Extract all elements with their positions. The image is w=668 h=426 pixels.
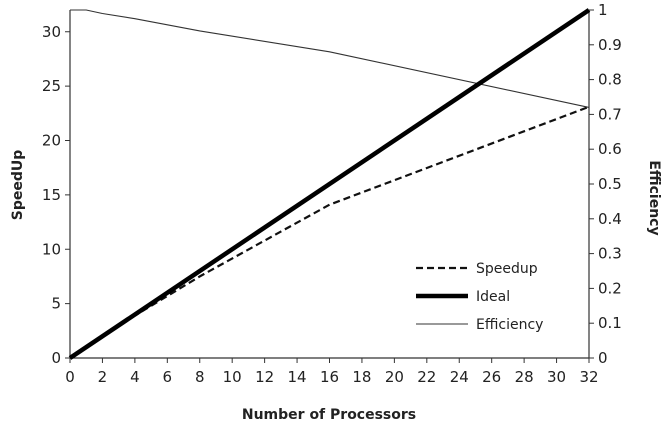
x-tick-label: 18 xyxy=(352,368,371,386)
x-axis: 0 2 4 6 8 10 12 14 16 18 20 22 24 26 28 30 32 xyxy=(65,358,599,386)
x-tick-label: 0 xyxy=(65,368,75,386)
x-axis-title: Number of Processors xyxy=(242,407,416,423)
y2-axis-title: Efficiency xyxy=(646,160,662,235)
y-tick-label: 25 xyxy=(42,77,61,95)
y2-tick-label: 0.8 xyxy=(598,71,622,89)
y2-tick-label: 1 xyxy=(598,1,608,19)
series-line-efficiency xyxy=(70,9,590,108)
legend: Speedup Ideal Efficiency xyxy=(416,261,543,333)
y2-tick-label: 0.7 xyxy=(598,105,622,123)
y2-tick-label: 0 xyxy=(598,349,608,367)
y-tick-label: 20 xyxy=(42,132,61,150)
y-axis-title: SpeedUp xyxy=(10,150,26,221)
x-tick-label: 4 xyxy=(130,368,140,386)
x-tick-label: 2 xyxy=(98,368,108,386)
x-tick-label: 8 xyxy=(195,368,205,386)
series-line-ideal xyxy=(68,8,591,360)
x-tick-label: 26 xyxy=(482,368,501,386)
y2-tick-label: 0.5 xyxy=(598,175,622,193)
x-tick-label: 6 xyxy=(163,368,173,386)
legend-label-speedup: Speedup xyxy=(476,261,538,277)
x-tick-label: 20 xyxy=(385,368,404,386)
y-tick-label: 10 xyxy=(42,240,61,258)
y-tick-label: 15 xyxy=(42,186,61,204)
x-tick-label: 30 xyxy=(547,368,566,386)
x-tick-label: 32 xyxy=(579,368,598,386)
y-axis-left: 0 5 10 15 20 25 30 xyxy=(42,23,70,367)
y2-tick-label: 0.2 xyxy=(598,279,622,297)
y2-tick-label: 0.1 xyxy=(598,314,622,332)
x-tick-label: 10 xyxy=(223,368,242,386)
x-tick-label: 14 xyxy=(288,368,307,386)
series-line-speedup xyxy=(85,105,590,349)
y-tick-label: 5 xyxy=(51,295,61,313)
y-axis-right: 0 0.1 0.2 0.3 0.4 0.5 0.6 0.7 0.8 0.9 1 xyxy=(589,1,622,367)
legend-label-efficiency: Efficiency xyxy=(476,317,543,333)
x-tick-label: 28 xyxy=(515,368,534,386)
y-tick-label: 0 xyxy=(51,349,61,367)
x-tick-label: 12 xyxy=(255,368,274,386)
x-tick-label: 24 xyxy=(450,368,469,386)
legend-label-ideal: Ideal xyxy=(476,289,510,305)
y-tick-label: 30 xyxy=(42,23,61,41)
y2-tick-label: 0.3 xyxy=(598,245,622,263)
series-layer xyxy=(68,8,591,360)
y2-tick-label: 0.4 xyxy=(598,210,622,228)
y2-tick-label: 0.9 xyxy=(598,36,622,54)
y2-tick-label: 0.6 xyxy=(598,140,622,158)
x-tick-label: 22 xyxy=(417,368,436,386)
x-tick-label: 16 xyxy=(320,368,339,386)
